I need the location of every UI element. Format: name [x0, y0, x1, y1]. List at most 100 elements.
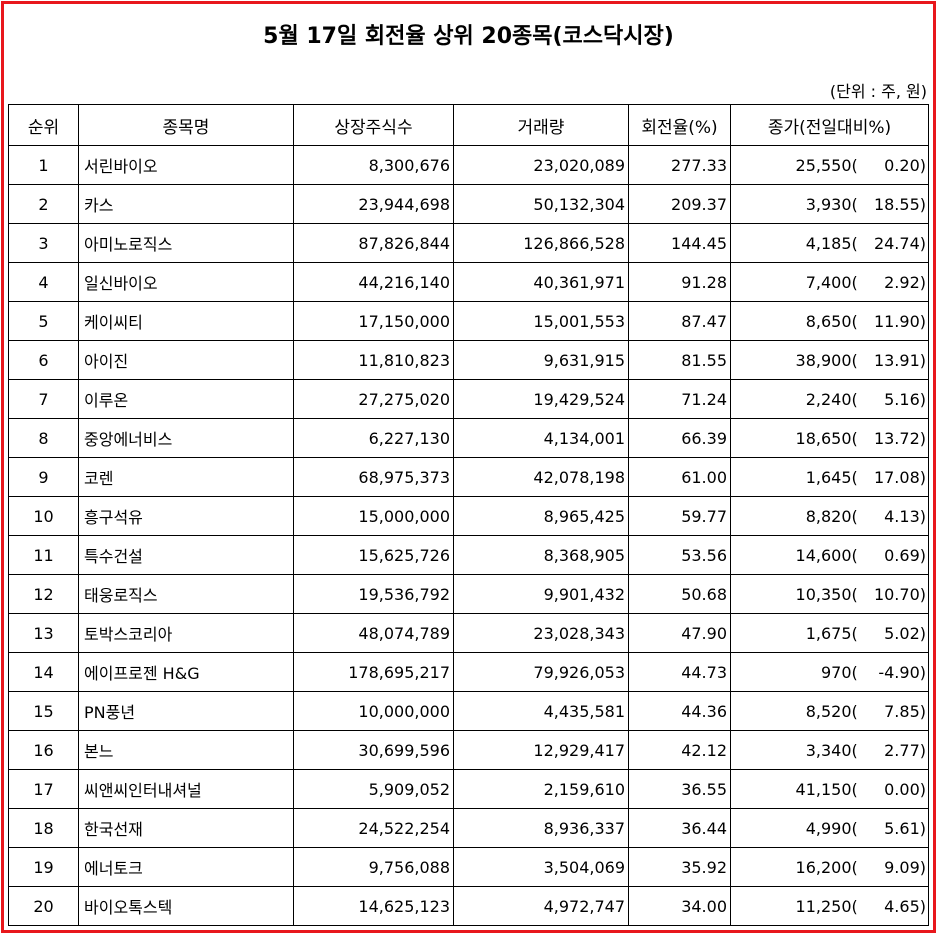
- change-open-paren: (: [851, 350, 858, 370]
- unit-note: (단위 : 주, 원): [829, 82, 927, 101]
- rank-cell: 11: [8, 535, 79, 575]
- table-row: 9 코렌 68,975,373 42,078,198 61.00 1,645(17.08): [8, 457, 929, 497]
- change-value: 0.00: [884, 779, 920, 799]
- change-close-paren: ): [919, 545, 926, 565]
- rank-cell: 14: [8, 652, 79, 692]
- closing-price-value: 25,550: [795, 155, 852, 175]
- rank-cell: 6: [8, 340, 79, 380]
- listed-shares-cell: 14,625,123: [293, 886, 454, 926]
- change-close-paren: ): [919, 857, 926, 877]
- table-row: 4 일신바이오 44,216,140 40,361,971 91.28 7,400(2.9…: [8, 262, 929, 302]
- table-header-row: 순위 종목명 상장주식수 거래량 회전율(%) 종가(전일대비%): [8, 104, 929, 146]
- change-value: 4.65: [884, 896, 920, 916]
- rank-cell: 20: [8, 886, 79, 926]
- rank-cell: 12: [8, 574, 79, 614]
- change-value: 10.70: [873, 584, 920, 604]
- listed-shares-cell: 5,909,052: [293, 769, 454, 809]
- closing-price-value: 1,675: [805, 623, 852, 643]
- turnover-cell: 36.44: [628, 808, 731, 848]
- stock-name-cell: 아미노로직스: [78, 223, 294, 263]
- turnover-cell: 277.33: [628, 145, 731, 185]
- stock-name-cell: 일신바이오: [78, 262, 294, 302]
- rank-cell: 7: [8, 379, 79, 419]
- table-row: 10 흥구석유 15,000,000 8,965,425 59.77 8,820(4.13…: [8, 496, 929, 536]
- closing-price-value: 970: [820, 662, 852, 682]
- listed-shares-cell: 6,227,130: [293, 418, 454, 458]
- listed-shares-cell: 48,074,789: [293, 613, 454, 653]
- closing-price-cell: 38,900(13.91): [730, 340, 929, 380]
- volume-cell: 9,631,915: [453, 340, 629, 380]
- change-close-paren: ): [919, 467, 926, 487]
- change-open-paren: (: [851, 623, 858, 643]
- volume-cell: 8,368,905: [453, 535, 629, 575]
- rank-cell: 18: [8, 808, 79, 848]
- closing-price-value: 18,650: [795, 428, 852, 448]
- closing-price-cell: 10,350(10.70): [730, 574, 929, 614]
- table-row: 1 서린바이오 8,300,676 23,020,089 277.33 25,550(0.…: [8, 145, 929, 185]
- header-rank: 순위: [8, 104, 79, 146]
- stock-name-cell: 특수건설: [78, 535, 294, 575]
- table-row: 19 에너토크 9,756,088 3,504,069 35.92 16,200(9.09…: [8, 847, 929, 887]
- turnover-cell: 144.45: [628, 223, 731, 263]
- closing-price-cell: 41,150(0.00): [730, 769, 929, 809]
- change-open-paren: (: [851, 467, 858, 487]
- listed-shares-cell: 15,625,726: [293, 535, 454, 575]
- change-open-paren: (: [851, 272, 858, 292]
- listed-shares-cell: 27,275,020: [293, 379, 454, 419]
- closing-price-cell: 970(-4.90): [730, 652, 929, 692]
- table-row: 12 태웅로직스 19,536,792 9,901,432 50.68 10,350(10…: [8, 574, 929, 614]
- closing-price-value: 11,250: [795, 896, 852, 916]
- closing-price-value: 7,400: [805, 272, 852, 292]
- turnover-cell: 91.28: [628, 262, 731, 302]
- listed-shares-cell: 24,522,254: [293, 808, 454, 848]
- header-volume: 거래량: [453, 104, 629, 146]
- volume-cell: 15,001,553: [453, 301, 629, 341]
- table-row: 15 PN풍년 10,000,000 4,435,581 44.36 8,520(7.85…: [8, 691, 929, 731]
- change-open-paren: (: [851, 194, 858, 214]
- table-row: 6 아이진 11,810,823 9,631,915 81.55 38,900(13.91…: [8, 340, 929, 380]
- rank-cell: 9: [8, 457, 79, 497]
- change-value: 11.90: [873, 311, 920, 331]
- closing-price-value: 10,350: [795, 584, 852, 604]
- change-open-paren: (: [851, 389, 858, 409]
- turnover-cell: 61.00: [628, 457, 731, 497]
- change-value: 13.72: [873, 428, 920, 448]
- rank-cell: 5: [8, 301, 79, 341]
- volume-cell: 42,078,198: [453, 457, 629, 497]
- change-value: 0.69: [884, 545, 920, 565]
- change-value: 18.55: [873, 194, 920, 214]
- table-row: 18 한국선재 24,522,254 8,936,337 36.44 4,990(5.61…: [8, 808, 929, 848]
- rank-cell: 8: [8, 418, 79, 458]
- turnover-cell: 36.55: [628, 769, 731, 809]
- change-open-paren: (: [851, 155, 858, 175]
- rank-cell: 4: [8, 262, 79, 302]
- closing-price-value: 4,990: [805, 818, 852, 838]
- table-row: 3 아미노로직스 87,826,844 126,866,528 144.45 4,185(…: [8, 223, 929, 263]
- volume-cell: 126,866,528: [453, 223, 629, 263]
- change-close-paren: ): [919, 233, 926, 253]
- closing-price-cell: 8,820(4.13): [730, 496, 929, 536]
- header-name: 종목명: [78, 104, 294, 146]
- turnover-cell: 87.47: [628, 301, 731, 341]
- closing-price-cell: 7,400(2.92): [730, 262, 929, 302]
- volume-cell: 8,936,337: [453, 808, 629, 848]
- listed-shares-cell: 10,000,000: [293, 691, 454, 731]
- listed-shares-cell: 23,944,698: [293, 184, 454, 224]
- listed-shares-cell: 15,000,000: [293, 496, 454, 536]
- volume-cell: 79,926,053: [453, 652, 629, 692]
- closing-price-value: 16,200: [795, 857, 852, 877]
- change-close-paren: ): [919, 506, 926, 526]
- stock-name-cell: 흥구석유: [78, 496, 294, 536]
- page-title: 5월 17일 회전율 상위 20종목(코스닥시장): [263, 24, 674, 49]
- listed-shares-cell: 17,150,000: [293, 301, 454, 341]
- turnover-cell: 81.55: [628, 340, 731, 380]
- stock-name-cell: 에이프로젠 H&G: [78, 652, 294, 692]
- volume-cell: 19,429,524: [453, 379, 629, 419]
- change-open-paren: (: [851, 233, 858, 253]
- volume-cell: 3,504,069: [453, 847, 629, 887]
- closing-price-cell: 3,930(18.55): [730, 184, 929, 224]
- change-close-paren: ): [919, 584, 926, 604]
- turnover-cell: 209.37: [628, 184, 731, 224]
- listed-shares-cell: 19,536,792: [293, 574, 454, 614]
